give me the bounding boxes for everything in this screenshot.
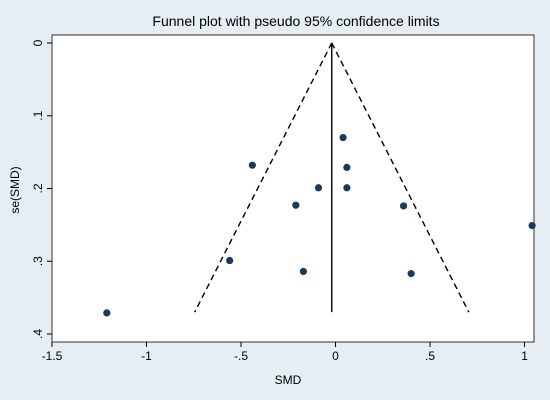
x-tick-label: -1.5 [42,349,63,363]
data-point [343,184,351,192]
x-tick-label: 0 [332,349,339,363]
x-tick-label: .5 [425,349,435,363]
y-tick-label: 0 [31,39,45,46]
data-point [528,222,536,230]
y-axis: 0 .1 .2 .3 .4 [31,39,52,339]
y-axis-label: se(SMD) [8,166,22,213]
x-tick-label: -1 [141,349,152,363]
plot-area [51,34,535,343]
y-tick-label: .3 [31,256,45,266]
x-tick-label: 1 [521,349,528,363]
data-point [407,270,415,278]
data-point [299,267,307,276]
funnel-limits [194,42,470,313]
data-point [226,256,234,265]
data-points [103,133,536,317]
data-point [103,309,111,317]
x-axis-label: SMD [275,373,302,387]
x-axis: -1.5 -1 -.5 0 .5 1 [42,342,528,363]
chart-title: Funnel plot with pseudo 95% confidence l… [152,13,439,29]
y-tick-label: .4 [31,329,45,339]
data-point [339,133,347,142]
data-point [292,201,300,209]
y-tick-label: .2 [31,183,45,193]
lower-confidence-limit [194,42,333,313]
data-point [399,202,408,210]
y-tick-label: .1 [31,110,45,120]
data-point [314,184,323,192]
x-tick-label: -.5 [234,349,248,363]
upper-confidence-limit [331,42,470,313]
data-point [248,161,256,169]
data-point [343,163,351,172]
